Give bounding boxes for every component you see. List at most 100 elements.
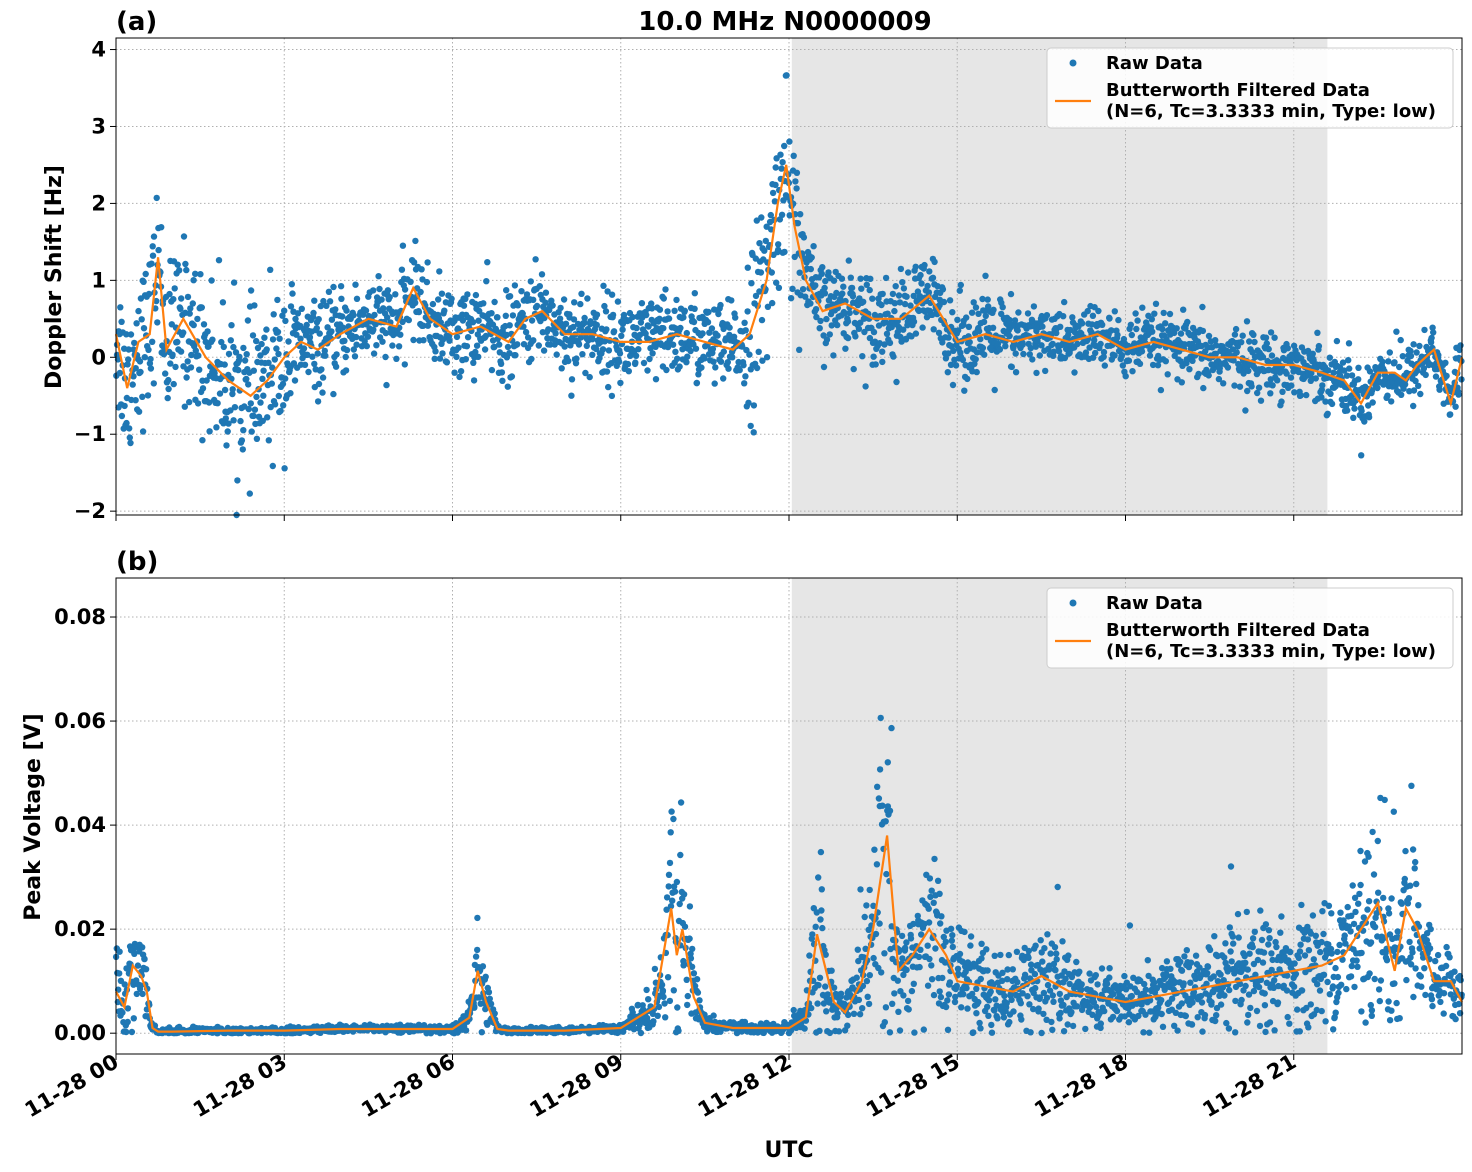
raw-data-point: [1144, 957, 1152, 964]
raw-data-point: [221, 386, 229, 394]
raw-data-point: [1271, 334, 1278, 341]
raw-data-point: [568, 376, 576, 383]
raw-data-point: [901, 300, 909, 308]
raw-data-point: [862, 945, 869, 952]
raw-data-point: [216, 390, 224, 397]
raw-data-point: [1290, 983, 1298, 990]
raw-data-point: [227, 407, 234, 414]
raw-data-point: [1414, 367, 1421, 374]
raw-data-point: [116, 970, 123, 977]
raw-data-point: [424, 259, 431, 266]
raw-data-point: [171, 285, 178, 292]
raw-data-point: [767, 211, 774, 219]
raw-data-point: [1101, 362, 1109, 369]
raw-data-point: [720, 375, 727, 382]
raw-data-point: [488, 366, 496, 374]
raw-data-point: [672, 348, 679, 355]
raw-data-point: [944, 997, 951, 1004]
raw-data-point: [1324, 410, 1331, 417]
raw-data-point: [545, 326, 552, 333]
raw-data-point: [1268, 966, 1275, 974]
raw-data-point: [680, 314, 687, 321]
raw-data-point: [174, 261, 181, 268]
raw-data-point: [1399, 353, 1407, 360]
raw-data-point: [985, 1012, 992, 1019]
raw-data-point: [236, 353, 243, 360]
raw-data-point: [645, 323, 652, 330]
raw-data-point: [720, 348, 727, 355]
raw-data-point: [1238, 339, 1245, 346]
raw-data-point: [1341, 367, 1348, 374]
raw-data-point: [315, 316, 322, 323]
panel-b: 0.000.020.040.060.08 (b) Peak Voltage [V…: [21, 547, 1465, 1060]
raw-data-point: [330, 390, 337, 398]
raw-data-point: [462, 356, 469, 363]
raw-data-point: [674, 355, 681, 362]
raw-data-point: [497, 360, 505, 367]
raw-data-point: [1235, 934, 1242, 941]
raw-data-point: [924, 982, 932, 989]
raw-data-point: [1296, 1028, 1304, 1035]
raw-data-point: [777, 151, 784, 158]
raw-data-point: [311, 297, 318, 304]
raw-data-point: [1251, 928, 1259, 935]
raw-data-point: [937, 993, 945, 1001]
raw-data-point: [250, 412, 257, 420]
raw-data-point: [1259, 959, 1267, 966]
raw-data-point: [1158, 997, 1165, 1004]
raw-data-point: [900, 971, 907, 979]
raw-data-point: [1208, 999, 1215, 1006]
raw-data-point: [857, 886, 864, 893]
raw-data-point: [1294, 1006, 1301, 1013]
raw-data-point: [1200, 384, 1207, 392]
raw-data-point: [970, 299, 977, 306]
raw-data-point: [1374, 384, 1381, 392]
raw-data-point: [961, 387, 968, 394]
raw-data-point: [850, 365, 857, 373]
raw-data-point: [916, 963, 923, 971]
raw-data-point: [812, 306, 820, 313]
raw-data-point: [1197, 992, 1205, 1000]
raw-data-point: [215, 257, 223, 264]
raw-data-point: [480, 300, 487, 307]
raw-data-point: [1455, 391, 1462, 398]
raw-data-point: [1027, 1029, 1034, 1036]
raw-data-point: [838, 275, 846, 282]
raw-data-point: [373, 342, 380, 349]
raw-data-point: [822, 951, 829, 958]
raw-data-point: [1000, 1014, 1008, 1021]
raw-data-point: [842, 345, 849, 352]
raw-data-point: [1256, 1022, 1264, 1030]
raw-data-point: [990, 306, 997, 313]
raw-data-point: [117, 304, 124, 311]
raw-data-point: [694, 989, 702, 996]
raw-data-point: [183, 374, 190, 381]
raw-data-point: [910, 980, 917, 987]
raw-data-point: [1217, 1001, 1225, 1008]
raw-data-point: [671, 307, 678, 314]
raw-data-point: [654, 1012, 661, 1019]
raw-data-point: [972, 304, 980, 311]
raw-data-point: [894, 977, 901, 984]
raw-data-point: [1386, 349, 1394, 356]
raw-data-point: [1009, 966, 1016, 973]
raw-data-point: [180, 233, 188, 240]
raw-data-point: [1172, 1009, 1180, 1016]
raw-data-point: [1027, 344, 1035, 352]
raw-data-point: [1422, 371, 1429, 379]
raw-data-point: [453, 333, 461, 341]
raw-data-point: [925, 905, 932, 912]
raw-data-point: [324, 324, 331, 331]
raw-data-point: [907, 935, 915, 942]
raw-data-point: [699, 330, 706, 337]
raw-data-point: [135, 307, 142, 315]
raw-data-point: [549, 302, 556, 309]
raw-data-point: [239, 446, 246, 453]
raw-data-point: [593, 321, 600, 329]
raw-data-point: [1145, 972, 1152, 980]
raw-data-point: [756, 240, 763, 247]
raw-data-point: [848, 284, 856, 292]
raw-data-point: [859, 1005, 866, 1012]
raw-data-point: [1142, 1011, 1149, 1018]
raw-data-point: [1188, 1021, 1196, 1028]
